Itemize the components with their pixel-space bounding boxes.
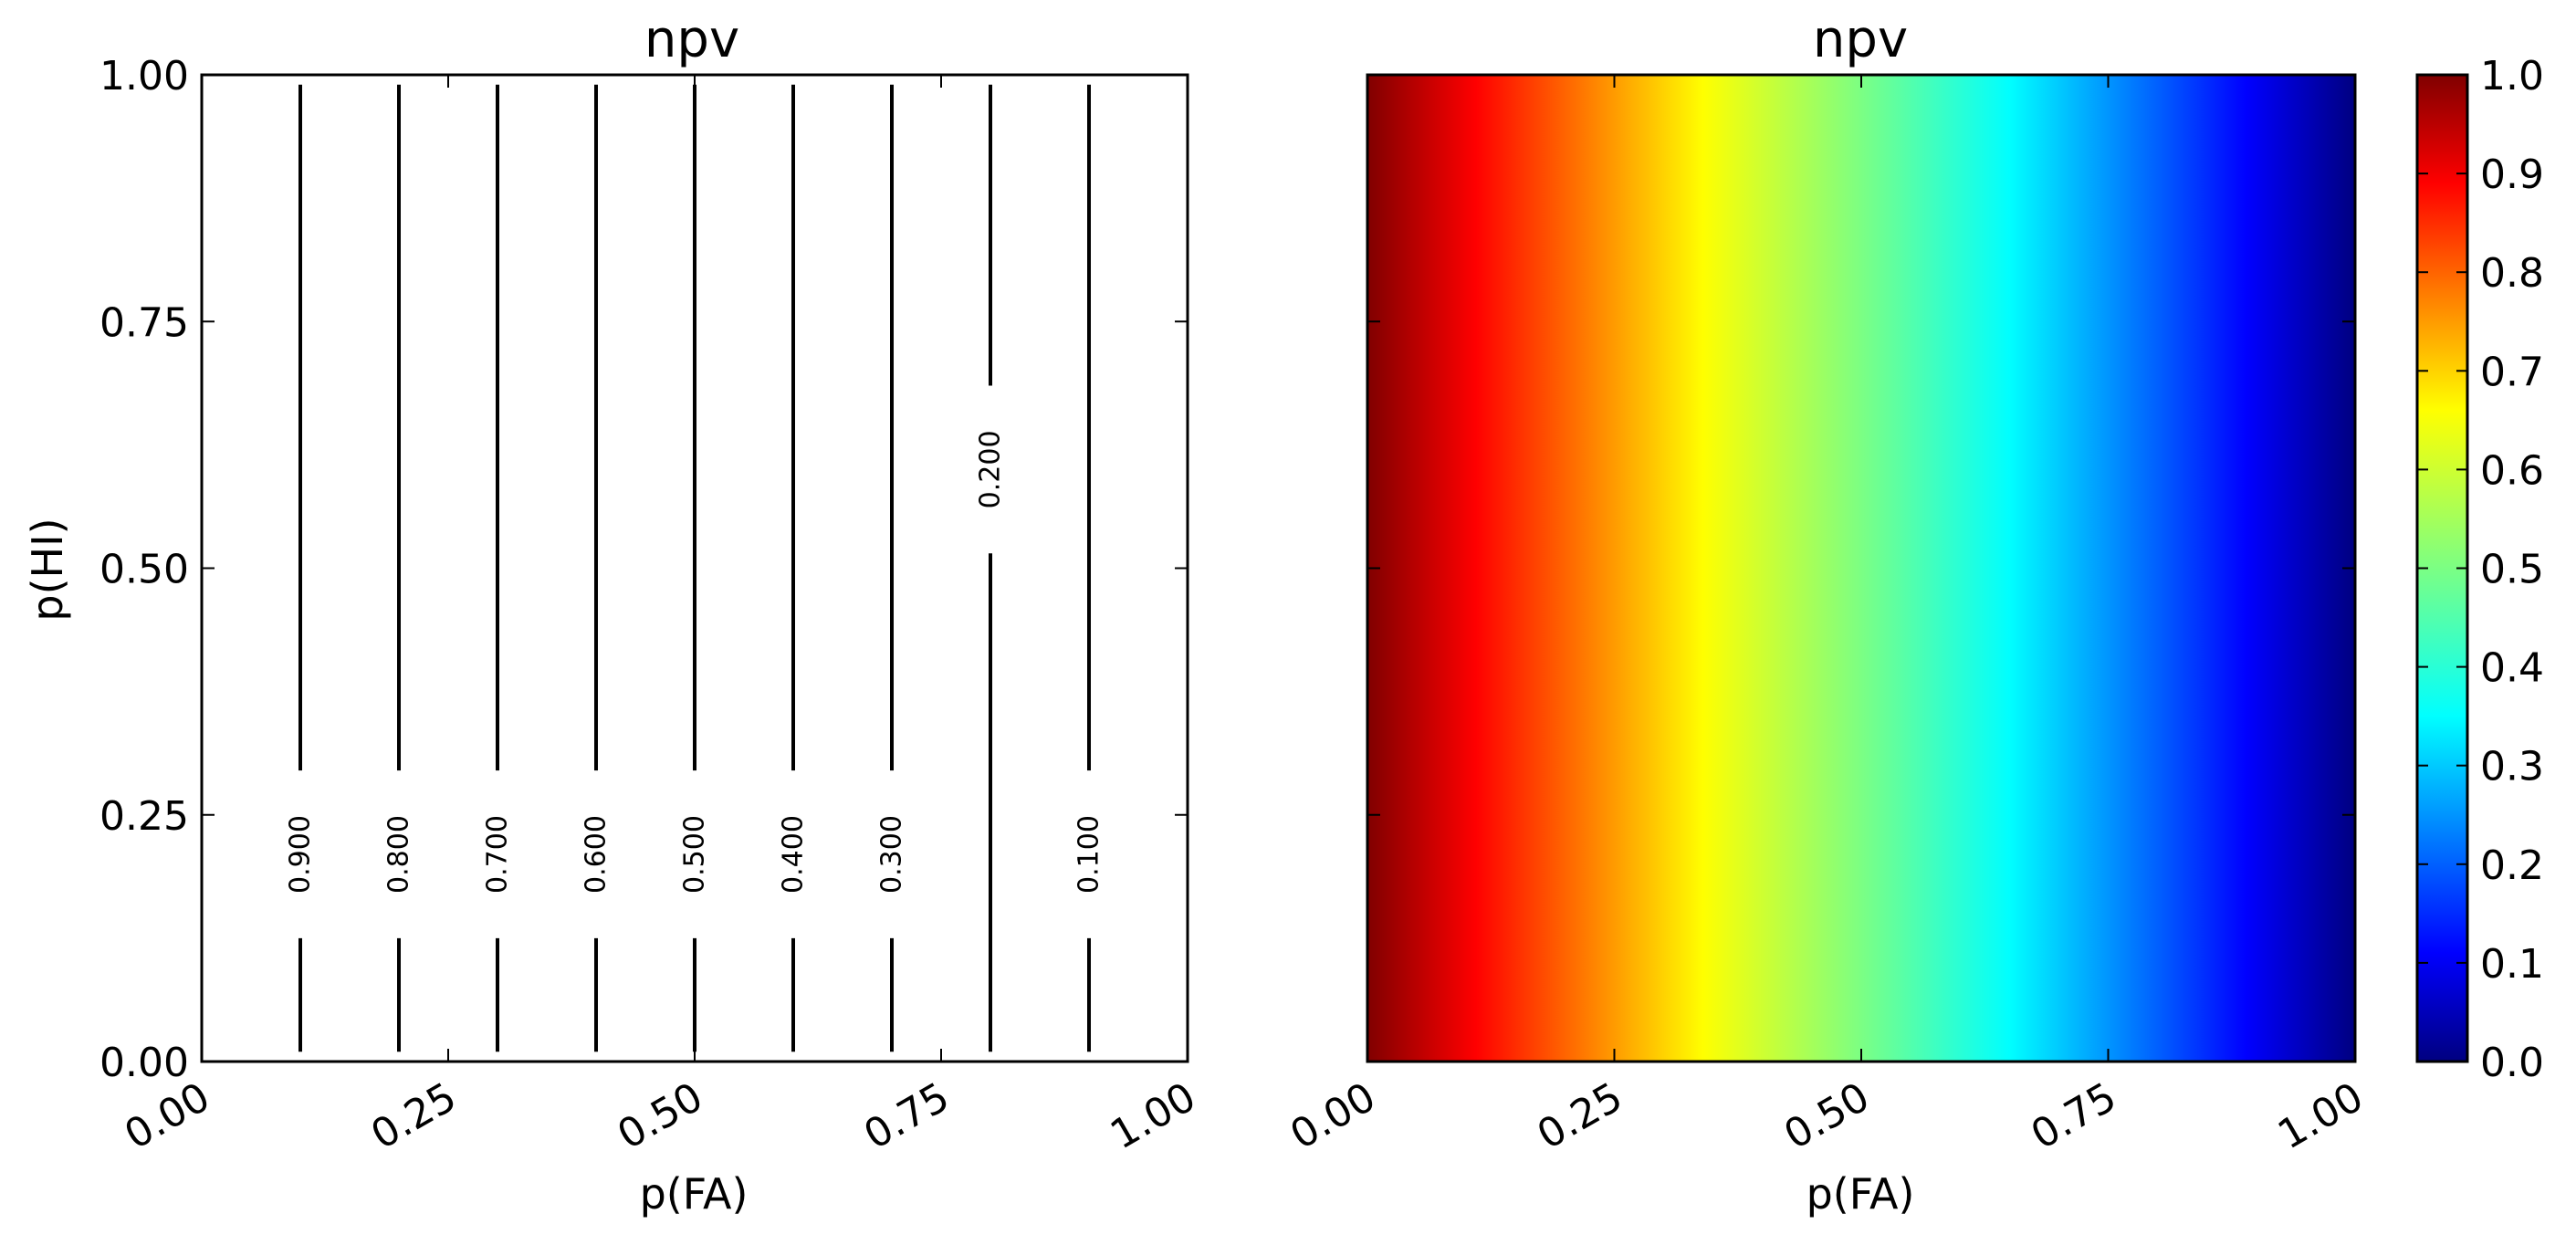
heatmap-x-axis-label: p(FA) bbox=[1806, 1169, 1915, 1219]
contour-label: 0.700 bbox=[482, 815, 514, 894]
colorbar-tick-label: 0.6 bbox=[2480, 447, 2544, 494]
contour-panel: npv 0.900 0.800 0.700 0.600 0.500 0.400 0.3000… bbox=[23, 10, 1204, 1219]
contour-y-tick-label: 0.25 bbox=[99, 793, 189, 840]
contour-x-tick-label: 1.00 bbox=[1103, 1073, 1203, 1158]
heatmap-title: npv bbox=[1813, 10, 1908, 69]
heatmap-x-tick-label: 1.00 bbox=[2270, 1073, 2371, 1158]
heatmap-x-tick-label: 0.25 bbox=[1530, 1073, 1630, 1158]
contour-y-tick-label: 0.75 bbox=[99, 299, 189, 346]
colorbar-tick-label: 0.9 bbox=[2480, 152, 2544, 198]
colorbar-tick-label: 0.0 bbox=[2480, 1040, 2544, 1086]
contour-y-tick-label: 0.50 bbox=[99, 547, 189, 593]
colorbar-ticks: 0.0 0.1 0.2 0.3 0.4 0.5 0.6 0.7 0.8 0.9 1.0 bbox=[2417, 53, 2544, 1086]
colorbar-tick-label: 0.1 bbox=[2480, 941, 2544, 988]
contour-axis-ticks: 0.00 0.25 0.50 0.75 1.00 0.00 0.25 0.50 0.75 1.00 bbox=[99, 53, 1203, 1159]
colorbar-tick-label: 0.7 bbox=[2480, 349, 2544, 395]
contour-label: 0.500 bbox=[679, 815, 711, 894]
colorbar: 0.0 0.1 0.2 0.3 0.4 0.5 0.6 0.7 0.8 0.9 1.0 bbox=[2415, 53, 2544, 1086]
contour-x-tick-label: 0.75 bbox=[856, 1073, 957, 1158]
contour-axes-frame bbox=[200, 73, 1189, 1063]
colorbar-tick-label: 0.4 bbox=[2480, 645, 2544, 692]
contour-y-tick-label: 0.00 bbox=[99, 1040, 189, 1086]
contour-label: 0.300 bbox=[876, 815, 908, 894]
contour-label: 0.400 bbox=[778, 815, 810, 894]
colorbar-tick-label: 0.8 bbox=[2480, 250, 2544, 297]
heatmap-x-tick-label: 0.75 bbox=[2024, 1073, 2124, 1158]
contour-title: npv bbox=[644, 10, 739, 69]
heatmap-panel: npv 0.00 0.25 0.50 0.75 1.00 p(FA) bbox=[1283, 10, 2371, 1219]
colorbar-tick-label: 0.5 bbox=[2480, 547, 2544, 593]
heatmap-x-tick-label: 0.50 bbox=[1776, 1073, 1877, 1158]
contour-labels: 0.900 0.800 0.700 0.600 0.500 0.400 0.300 0.200… bbox=[285, 430, 1105, 893]
colorbar-tick-label: 0.2 bbox=[2480, 842, 2544, 889]
contour-label: 0.100 bbox=[1073, 815, 1105, 894]
contour-y-axis-label: p(HI) bbox=[23, 518, 72, 621]
heatmap-axes-frame bbox=[1366, 73, 2357, 1063]
contour-label: 0.200 bbox=[975, 430, 1007, 508]
contour-label: 0.800 bbox=[383, 815, 415, 894]
contour-x-tick-label: 0.00 bbox=[117, 1073, 217, 1158]
heatmap-x-tick-label: 0.00 bbox=[1283, 1073, 1383, 1158]
contour-lines bbox=[298, 84, 1091, 1052]
contour-label: 0.900 bbox=[285, 815, 317, 894]
colorbar-tick-label: 1.0 bbox=[2480, 53, 2544, 99]
contour-x-tick-label: 0.25 bbox=[363, 1073, 464, 1158]
colorbar-tick-label: 0.3 bbox=[2480, 744, 2544, 790]
heatmap-image bbox=[1367, 75, 2355, 1062]
contour-y-tick-label: 1.00 bbox=[99, 53, 189, 99]
contour-label: 0.600 bbox=[581, 815, 613, 894]
contour-x-tick-label: 0.50 bbox=[610, 1073, 710, 1158]
contour-x-axis-label: p(FA) bbox=[640, 1169, 749, 1219]
